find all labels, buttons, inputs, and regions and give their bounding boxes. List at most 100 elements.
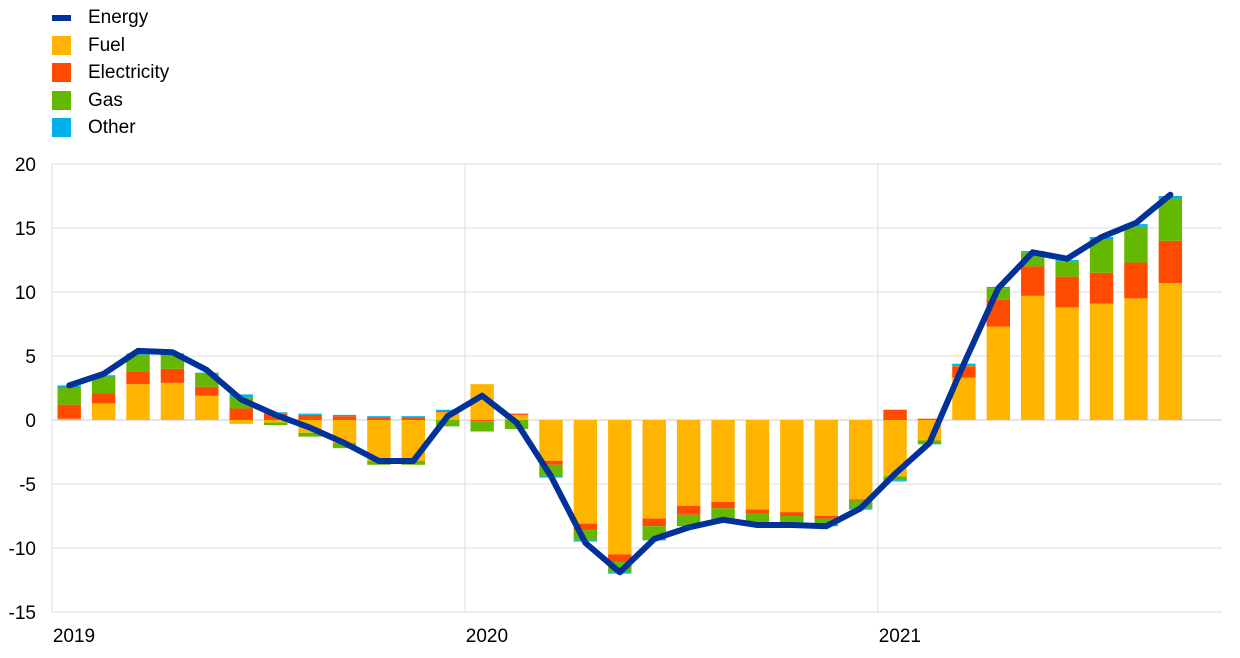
bar-electricity — [883, 409, 907, 420]
bar-electricity — [676, 505, 701, 515]
y-tick-label: -5 — [19, 475, 36, 496]
bar-gas — [298, 432, 322, 437]
bar-fuel — [367, 420, 391, 461]
legend-swatch — [52, 14, 71, 21]
bar-electricity — [745, 509, 770, 514]
bar-electricity — [367, 417, 391, 420]
bar-electricity — [1021, 266, 1045, 296]
bar-electricity — [814, 516, 838, 519]
bar-gas — [883, 476, 907, 481]
bar-fuel — [57, 418, 81, 420]
bar-fuel — [1089, 303, 1114, 420]
bar-other — [332, 414, 357, 417]
bar-electricity — [1158, 240, 1183, 284]
bar-electricity — [711, 501, 735, 509]
bar-electricity — [539, 460, 563, 465]
x-tick-label: 2021 — [879, 626, 921, 647]
bar-other — [436, 409, 460, 412]
bar-gas — [470, 421, 494, 432]
bar-fuel — [986, 326, 1011, 420]
bar-fuel — [952, 377, 976, 420]
x-tick-label: 2019 — [53, 626, 95, 647]
bar-electricity — [57, 404, 81, 419]
bar-gas — [1055, 261, 1079, 277]
bar-other — [367, 416, 391, 418]
bar-fuel — [195, 395, 219, 420]
bar-fuel — [848, 420, 873, 500]
legend: Energy Fuel Electricity Gas Other — [52, 4, 169, 142]
bar-other — [401, 416, 426, 418]
legend-item-fuel: Fuel — [52, 32, 169, 60]
bar-fuel — [126, 384, 150, 420]
bar-other — [883, 480, 907, 482]
bar-fuel — [1055, 307, 1079, 420]
bar-electricity — [470, 420, 494, 422]
bar-electricity — [229, 408, 253, 420]
legend-swatch — [52, 35, 71, 55]
line-energy — [66, 191, 1174, 576]
legend-label: Gas — [88, 89, 123, 111]
bar-gas — [1124, 226, 1148, 263]
bar-gas — [57, 388, 81, 405]
bar-electricity — [504, 413, 529, 415]
legend-swatch — [52, 63, 71, 83]
bar-electricity — [436, 411, 460, 413]
bar-fuel — [263, 420, 288, 423]
energy-line — [66, 191, 1174, 576]
bar-fuel — [745, 420, 770, 510]
bar-fuel — [539, 420, 563, 461]
bar-electricity — [1124, 262, 1148, 299]
bar-gas — [126, 354, 150, 372]
bar-fuel — [642, 420, 666, 519]
legend-item-energy: Energy — [52, 4, 169, 32]
y-tick-label: -10 — [9, 539, 36, 560]
bar-fuel — [160, 382, 185, 420]
bar-gas — [711, 508, 735, 519]
stacked-bars — [57, 196, 1183, 574]
bar-gas — [780, 516, 804, 523]
legend-item-gas: Gas — [52, 87, 169, 115]
legend-swatch — [52, 90, 71, 110]
legend-item-electricity: Electricity — [52, 59, 169, 87]
bar-fuel — [814, 420, 838, 516]
bar-electricity — [91, 393, 116, 404]
bar-fuel — [1124, 298, 1148, 420]
bar-electricity — [126, 371, 150, 385]
bar-electricity — [848, 499, 873, 501]
bar-gas — [573, 530, 598, 541]
bar-fuel — [883, 420, 907, 477]
bar-gas — [539, 464, 563, 477]
legend-label: Fuel — [88, 34, 125, 56]
y-tick-label: 20 — [15, 155, 36, 176]
bar-gas — [1089, 239, 1114, 273]
bar-electricity — [573, 523, 598, 531]
bar-other — [745, 521, 770, 523]
bar-electricity — [1089, 272, 1114, 304]
bar-fuel — [91, 403, 116, 420]
y-tick-label: 10 — [15, 283, 36, 304]
y-tick-label: -15 — [9, 603, 36, 624]
legend-label: Electricity — [88, 62, 170, 84]
y-tick-label: 0 — [25, 411, 36, 432]
legend-label: Other — [88, 117, 136, 139]
bar-fuel — [573, 420, 598, 524]
bar-electricity — [952, 366, 976, 378]
bar-electricity — [917, 418, 942, 420]
bar-fuel — [229, 420, 253, 424]
bar-fuel — [780, 420, 804, 513]
x-tick-label: 2020 — [466, 626, 508, 647]
bar-gas — [676, 514, 701, 525]
bar-gas — [814, 518, 838, 525]
bar-fuel — [504, 414, 529, 420]
bar-fuel — [711, 420, 735, 502]
bar-gas — [1158, 198, 1183, 241]
bar-fuel — [608, 420, 632, 555]
legend-swatch — [52, 118, 71, 138]
bar-electricity — [332, 416, 357, 420]
bar-gas — [263, 422, 288, 426]
bar-other — [298, 413, 322, 415]
y-axis-tick-labels: 20 15 10 5 0 -5 -10 -15 — [9, 155, 36, 624]
legend-label: Energy — [88, 7, 149, 29]
bar-electricity — [160, 368, 185, 383]
